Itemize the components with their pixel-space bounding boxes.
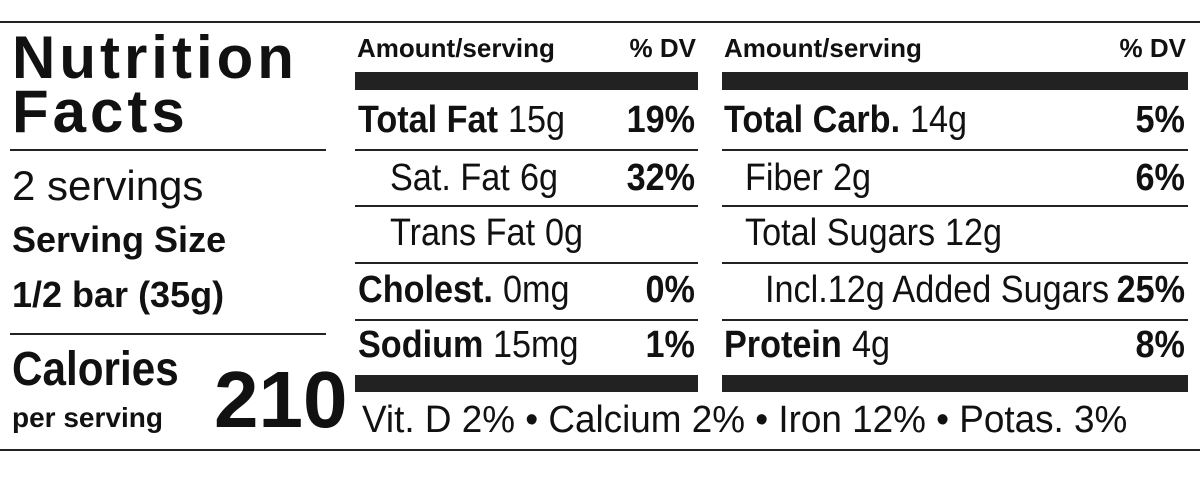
calories-value: 210 bbox=[214, 355, 348, 444]
thick-bar bbox=[722, 72, 1188, 90]
header-dv: % DV bbox=[629, 33, 696, 63]
nutrient-dv: 0% bbox=[645, 269, 695, 311]
thick-bar bbox=[355, 375, 698, 392]
nutrient-label: Total Sugars bbox=[745, 212, 936, 254]
nutrient-label: Fiber bbox=[745, 157, 823, 199]
header-amount: Amount/serving bbox=[357, 33, 555, 63]
divider bbox=[10, 333, 326, 335]
header-dv: % DV bbox=[1119, 33, 1186, 63]
nutrient-label: Total Carb. bbox=[724, 99, 901, 141]
nutrient-dv: 19% bbox=[626, 99, 695, 141]
nutrient-dv: 6% bbox=[1135, 157, 1185, 199]
nutrient-dv: 5% bbox=[1135, 99, 1185, 141]
title: Nutrition bbox=[12, 24, 298, 91]
row-rule bbox=[355, 149, 698, 151]
row-rule bbox=[355, 319, 698, 321]
nutrient-amount: 12g bbox=[945, 212, 1003, 254]
nutrient-dv: 1% bbox=[645, 324, 695, 366]
title: Facts bbox=[12, 78, 189, 145]
thick-bar bbox=[722, 375, 1188, 392]
row-rule bbox=[722, 262, 1188, 264]
nutrient-dv: 8% bbox=[1135, 324, 1185, 366]
nutrient-dv: 32% bbox=[626, 157, 695, 199]
nutrient-label: Protein bbox=[724, 324, 842, 366]
footer: Vit. D 2% • Calcium 2% • Iron 12% • Pota… bbox=[362, 399, 1128, 441]
serving-size-label: Serving Size bbox=[12, 219, 227, 260]
thick-bar bbox=[355, 72, 698, 90]
row-rule bbox=[355, 262, 698, 264]
calories-sub: per serving bbox=[12, 402, 163, 433]
nutrient-label: Sodium bbox=[358, 324, 484, 366]
nutrient-amount: 0mg bbox=[502, 269, 570, 311]
row-rule bbox=[722, 319, 1188, 321]
header-amount: Amount/serving bbox=[724, 33, 922, 63]
nutrient-amount: 0g bbox=[545, 212, 584, 254]
nutrient-dv: 25% bbox=[1116, 269, 1185, 311]
nutrient-label: Total Fat bbox=[358, 99, 498, 141]
servings: 2 servings bbox=[12, 162, 204, 209]
row-rule bbox=[722, 205, 1188, 207]
calories-label: Calories bbox=[12, 343, 179, 396]
nutrient-label: Incl.12g Added Sugars bbox=[765, 269, 1110, 311]
divider bbox=[10, 149, 326, 151]
nutrient-amount: 4g bbox=[851, 324, 890, 366]
row-rule bbox=[355, 205, 698, 207]
nutrient-amount: 15g bbox=[507, 99, 566, 141]
nutrient-label: Trans Fat bbox=[390, 212, 536, 254]
row-rule bbox=[722, 149, 1188, 151]
nutrient-amount: 14g bbox=[910, 99, 968, 141]
top-rule bbox=[0, 21, 1200, 23]
nutrient-amount: 6g bbox=[519, 157, 558, 199]
nutrient-amount: 2g bbox=[832, 157, 871, 199]
serving-size: 1/2 bar (35g) bbox=[12, 274, 225, 315]
nutrient-label: Cholest. bbox=[358, 269, 493, 311]
nutrient-amount: 15mg bbox=[493, 324, 579, 366]
nutrient-label: Sat. Fat bbox=[390, 157, 510, 199]
bottom-rule bbox=[0, 449, 1200, 451]
